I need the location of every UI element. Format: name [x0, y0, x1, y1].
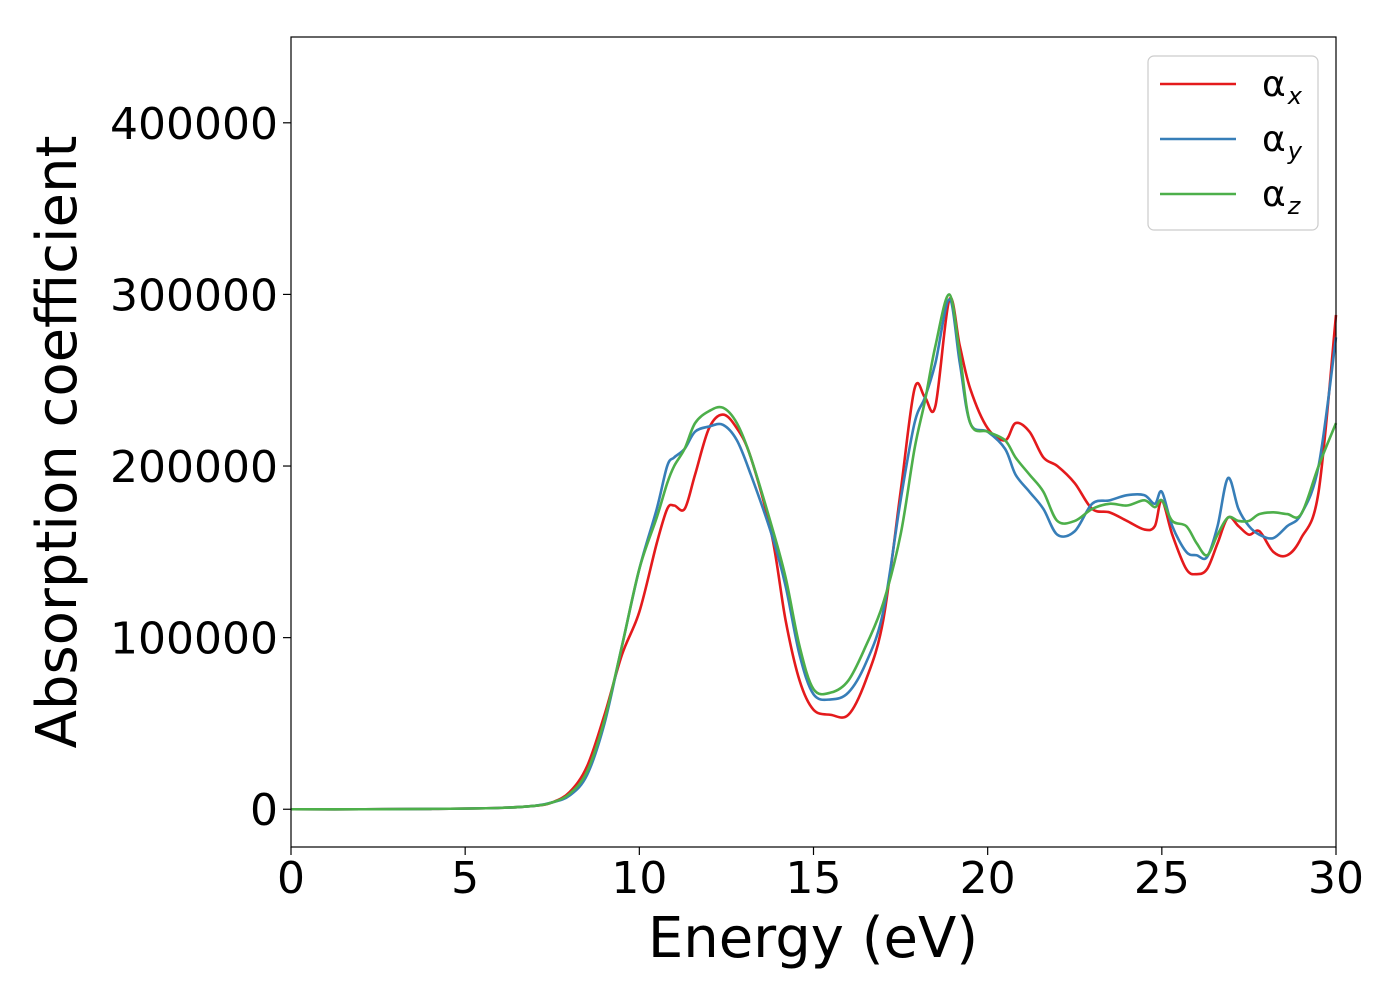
x-tick-label: 15 [786, 853, 842, 904]
series-line-x [290, 296, 1338, 811]
x-axis: 0 5 10 15 20 25 30 [277, 847, 1364, 904]
x-tick-label: 30 [1308, 853, 1364, 904]
x-tick-label: 5 [451, 853, 479, 904]
x-tick-label: 25 [1134, 853, 1190, 904]
legend-box [1147, 55, 1319, 231]
y-tick-label: 300000 [110, 270, 278, 321]
y-tick-label: 200000 [110, 442, 278, 493]
x-tick-label: 10 [611, 853, 667, 904]
series-line-z [290, 293, 1338, 811]
y-tick-label: 400000 [110, 99, 278, 150]
y-tick-label: 0 [250, 785, 278, 836]
y-axis-title: Absorption coefficient [25, 136, 90, 749]
plot-frame [290, 36, 1337, 848]
series-lines [290, 293, 1338, 811]
y-tick-label: 100000 [110, 614, 278, 665]
x-axis-title: Energy (eV) [648, 906, 978, 971]
y-axis: 0 100000 200000 300000 400000 [110, 99, 291, 836]
x-tick-label: 20 [960, 853, 1016, 904]
x-tick-label: 0 [277, 853, 305, 904]
